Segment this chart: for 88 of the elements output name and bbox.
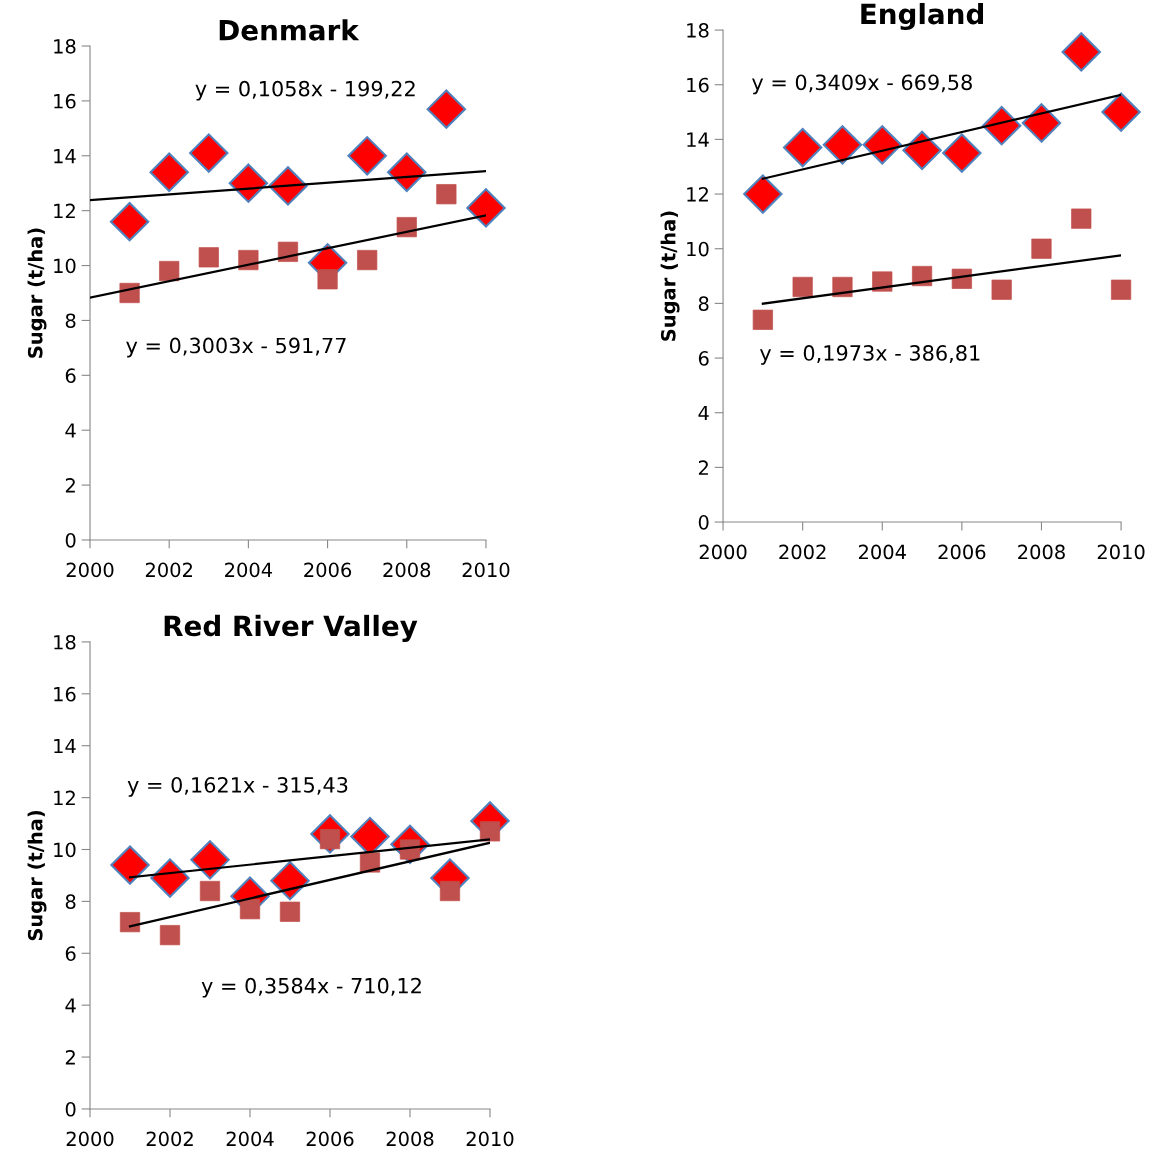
x-tick-label: 2008 (1018, 544, 1065, 560)
x-tick-label: 2006 (304, 562, 352, 578)
point (942, 133, 982, 173)
chart-title: England (861, 2, 984, 31)
annotation: y = 0,1621x - 315,43 (127, 776, 348, 797)
point (752, 309, 773, 330)
point (1061, 32, 1101, 72)
annotation: y = 0,3584x - 710,12 (201, 977, 421, 998)
y-tick-label: 12 (687, 187, 708, 202)
y-tick-label: 8 (65, 313, 76, 329)
y-tick-label: 0 (65, 1101, 76, 1117)
point (426, 89, 467, 129)
y-tick-label: 12 (54, 790, 75, 805)
x-tick-label: 2004 (226, 1131, 274, 1147)
y-tick-label: 6 (698, 351, 709, 366)
point (436, 184, 457, 205)
y-tick-label: 18 (54, 634, 76, 650)
chart-title: Red River Valley (164, 614, 418, 642)
y-tick-label: 6 (65, 368, 76, 383)
point (387, 152, 427, 192)
y-tick-label: 4 (698, 405, 709, 421)
y-tick-label: 2 (65, 1050, 75, 1065)
y-tick-label: 12 (54, 203, 75, 219)
y-tick-label: 4 (65, 423, 76, 438)
x-tick-label: 2002 (779, 544, 826, 560)
y-tick-label: 4 (65, 998, 76, 1013)
y-tick-label: 14 (54, 148, 76, 164)
point (902, 130, 942, 171)
point (189, 133, 229, 173)
chart-title: Denmark (219, 19, 360, 41)
point (228, 163, 269, 203)
y-tick-label: 10 (54, 842, 76, 858)
y-tick-label: 2 (698, 460, 708, 475)
y-tick-label: 16 (54, 686, 76, 702)
annotation: y = 0,3003x - 591,77 (126, 337, 346, 358)
point (792, 276, 813, 298)
y-axis-title: Sugar (t/ha) (27, 810, 47, 941)
point (981, 106, 1022, 146)
y-tick-label: 8 (65, 894, 76, 910)
point (466, 188, 506, 228)
y-tick-label: 0 (65, 532, 76, 548)
point (782, 127, 823, 168)
annotation: y = 0,3409x - 669,58 (752, 74, 972, 95)
point (190, 840, 230, 880)
point (150, 858, 190, 898)
y-axis-title: Sugar (t/ha) (27, 228, 47, 358)
x-tick-label: 2010 (1097, 544, 1145, 560)
annotation: y = 0,1058x - 199,22 (195, 80, 415, 101)
x-tick-label: 2004 (858, 544, 906, 560)
point (1021, 103, 1062, 143)
point (1101, 92, 1141, 132)
point (347, 136, 387, 176)
x-tick-label: 2006 (938, 544, 986, 560)
y-tick-label: 14 (687, 132, 709, 147)
point (279, 901, 301, 922)
x-tick-label: 2000 (66, 562, 114, 578)
point (110, 845, 150, 885)
y-tick-label: 2 (65, 478, 75, 493)
y-axis-title: Sugar (t/ha) (660, 211, 680, 341)
point (270, 860, 310, 901)
y-tick-label: 16 (687, 77, 709, 93)
x-tick-label: 2008 (386, 1131, 434, 1147)
x-tick-label: 2006 (306, 1131, 354, 1147)
y-tick-label: 18 (54, 38, 76, 54)
point (822, 125, 863, 165)
x-tick-label: 2000 (66, 1131, 114, 1147)
x-tick-label: 2002 (146, 1131, 193, 1147)
y-tick-label: 0 (698, 515, 709, 530)
annotation: y = 0,1973x - 386,81 (759, 345, 980, 365)
point (862, 125, 902, 165)
point (743, 174, 783, 214)
y-tick-label: 16 (54, 93, 76, 109)
x-tick-label: 2002 (145, 562, 192, 578)
y-tick-label: 8 (698, 296, 709, 312)
point (149, 152, 189, 192)
x-tick-label: 2010 (466, 1131, 514, 1147)
y-tick-label: 18 (687, 23, 709, 38)
x-tick-label: 2010 (462, 562, 510, 578)
x-tick-label: 2000 (699, 544, 747, 560)
y-tick-label: 14 (54, 738, 76, 754)
x-tick-label: 2004 (225, 562, 273, 578)
point (199, 880, 221, 902)
point (109, 201, 150, 242)
y-tick-label: 10 (54, 258, 76, 274)
y-tick-label: 6 (65, 946, 76, 961)
x-tick-label: 2008 (383, 562, 431, 578)
y-tick-label: 10 (687, 241, 709, 257)
point (357, 249, 378, 271)
